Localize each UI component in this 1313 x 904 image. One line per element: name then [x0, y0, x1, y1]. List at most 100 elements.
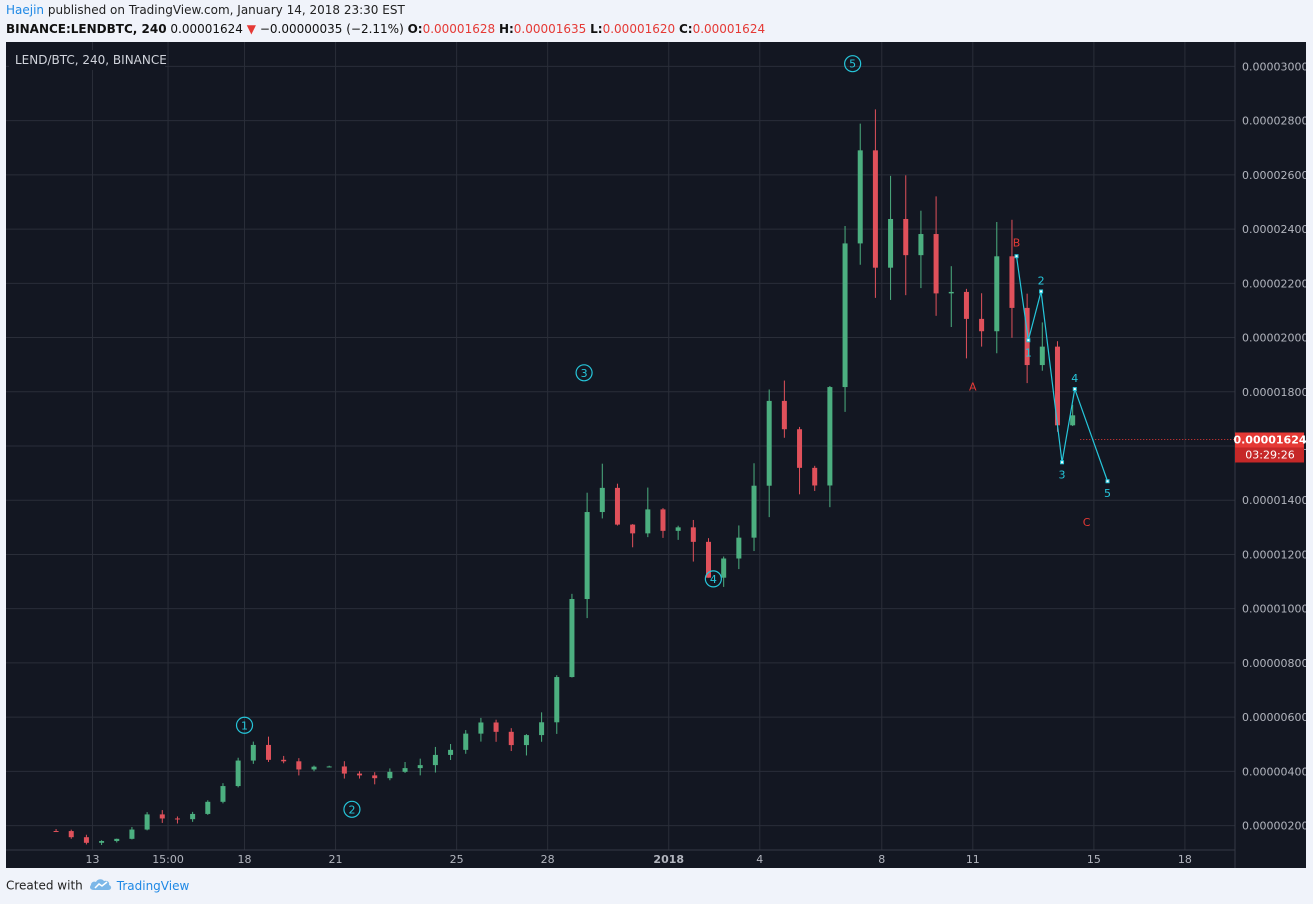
candle-up: [766, 400, 772, 486]
close-label: C:: [678, 22, 693, 36]
candle-up: [842, 243, 848, 388]
candle-down: [83, 837, 89, 843]
candle-down: [690, 527, 696, 542]
candle-down: [174, 818, 180, 820]
candle-down: [281, 759, 287, 762]
price-tick-label: 0.00002600: [1242, 169, 1306, 182]
chart-background: [6, 42, 1306, 868]
candle-down: [357, 773, 363, 776]
candles: [53, 109, 1235, 846]
candle-up: [129, 829, 135, 839]
symbol-legend: BINANCE:LENDBTC, 240 0.00001624 ▼ −0.000…: [6, 22, 765, 36]
abc-label-A: A: [969, 380, 977, 393]
candle-up: [584, 512, 590, 600]
candle-down: [660, 509, 666, 531]
candle-down: [903, 218, 909, 256]
price-tick-label: 0.00000400: [1242, 765, 1306, 778]
candle-down: [630, 524, 636, 534]
time-tick-label: 25: [450, 853, 464, 866]
low-label: L:: [590, 22, 603, 36]
candle-up: [1039, 346, 1045, 366]
candle-down: [781, 400, 787, 430]
subwave-point: [1105, 479, 1110, 484]
candle-up: [417, 765, 423, 769]
wave-label-circle: [235, 716, 254, 734]
subwave-label-3: 3: [1059, 468, 1066, 481]
candle-down: [493, 722, 499, 732]
candle-up: [448, 749, 454, 755]
candle-up: [736, 537, 742, 559]
created-with-text: Created with: [6, 878, 83, 893]
author-link[interactable]: Haejin: [6, 3, 45, 17]
wave-label-circle: [704, 570, 722, 588]
time-tick-label: 13: [85, 853, 99, 866]
subwave-label-2: 2: [1038, 274, 1045, 287]
candle-down: [159, 814, 165, 819]
abc-label-B: B: [1013, 237, 1021, 250]
candle-up: [1070, 415, 1076, 426]
candle-down: [296, 761, 302, 770]
price-tick-label: 0.00001200: [1242, 548, 1306, 561]
wave-label-2: 2: [348, 803, 355, 816]
candle-down: [341, 766, 347, 774]
time-tick-label: 18: [238, 853, 252, 866]
countdown-value: 03:29:26: [1245, 448, 1294, 461]
candle-down: [979, 318, 985, 332]
countdown-bg: [1235, 447, 1304, 463]
grid-lines: [6, 42, 1235, 850]
candle-up: [857, 150, 863, 244]
candle-down: [1024, 307, 1030, 366]
candle-up: [326, 766, 332, 768]
subwave-point: [1072, 387, 1077, 392]
candle-up: [478, 722, 484, 734]
wave-label-1: 1: [241, 719, 248, 732]
chart-title-bg: [9, 50, 165, 70]
candle-up: [888, 218, 894, 268]
time-tick-label: 2018: [653, 853, 684, 866]
subwave-point: [1039, 289, 1044, 294]
tradingview-link[interactable]: TradingView: [116, 878, 190, 893]
candle-up: [220, 786, 226, 802]
close-value: 0.00001624: [692, 22, 766, 36]
time-axis[interactable]: 13 15:00 18 21 25 28 2018 4 8 11 15 18: [85, 853, 1191, 866]
down-arrow-icon: ▼: [246, 22, 256, 36]
footer: Created with TradingView: [6, 878, 189, 894]
open-value: 0.00001628: [422, 22, 496, 36]
price-tick-label: 0.00000800: [1242, 657, 1306, 670]
last-price: 0.00001624: [170, 22, 243, 36]
high-label: H:: [498, 22, 514, 36]
candle-up: [751, 485, 757, 538]
time-tick-label: 21: [329, 853, 343, 866]
candle-up: [827, 387, 833, 486]
time-tick-label: 28: [541, 853, 555, 866]
high-value: 0.00001635: [513, 22, 587, 36]
candle-up: [948, 291, 954, 294]
candle-up: [721, 558, 727, 578]
price-tick-label: 0.00001800: [1242, 386, 1306, 399]
candle-down: [1009, 256, 1015, 308]
candle-up: [918, 234, 924, 256]
wave-label-circle: [575, 364, 593, 382]
subwave-point: [1026, 338, 1031, 343]
wave-label-circle: [343, 800, 361, 818]
candle-up: [235, 760, 241, 787]
subwave-label-1: 1: [1025, 346, 1032, 359]
candle-down: [53, 831, 59, 833]
wave-label-3: 3: [581, 367, 588, 380]
price-tick-label: 0.00002800: [1242, 115, 1306, 128]
candle-down: [614, 487, 620, 525]
wave-label-4: 4: [710, 573, 717, 586]
candle-up: [402, 768, 408, 772]
price-tag-value: 0.00001624: [1233, 433, 1306, 446]
price-axis[interactable]: 0.00000200 0.00000400 0.00000600 0.00000800…: [1242, 60, 1306, 832]
candle-down: [797, 429, 803, 468]
candle-up: [599, 487, 605, 513]
time-tick-label: 15:00: [152, 853, 184, 866]
candle-down: [508, 731, 514, 746]
subwave-line: [1015, 256, 1109, 482]
symbol-label: BINANCE:LENDBTC, 240: [6, 22, 167, 36]
subwave-point: [1060, 460, 1065, 465]
wave-label-5: 5: [849, 58, 856, 71]
published-text: published on TradingView.com, January 14…: [47, 3, 405, 17]
